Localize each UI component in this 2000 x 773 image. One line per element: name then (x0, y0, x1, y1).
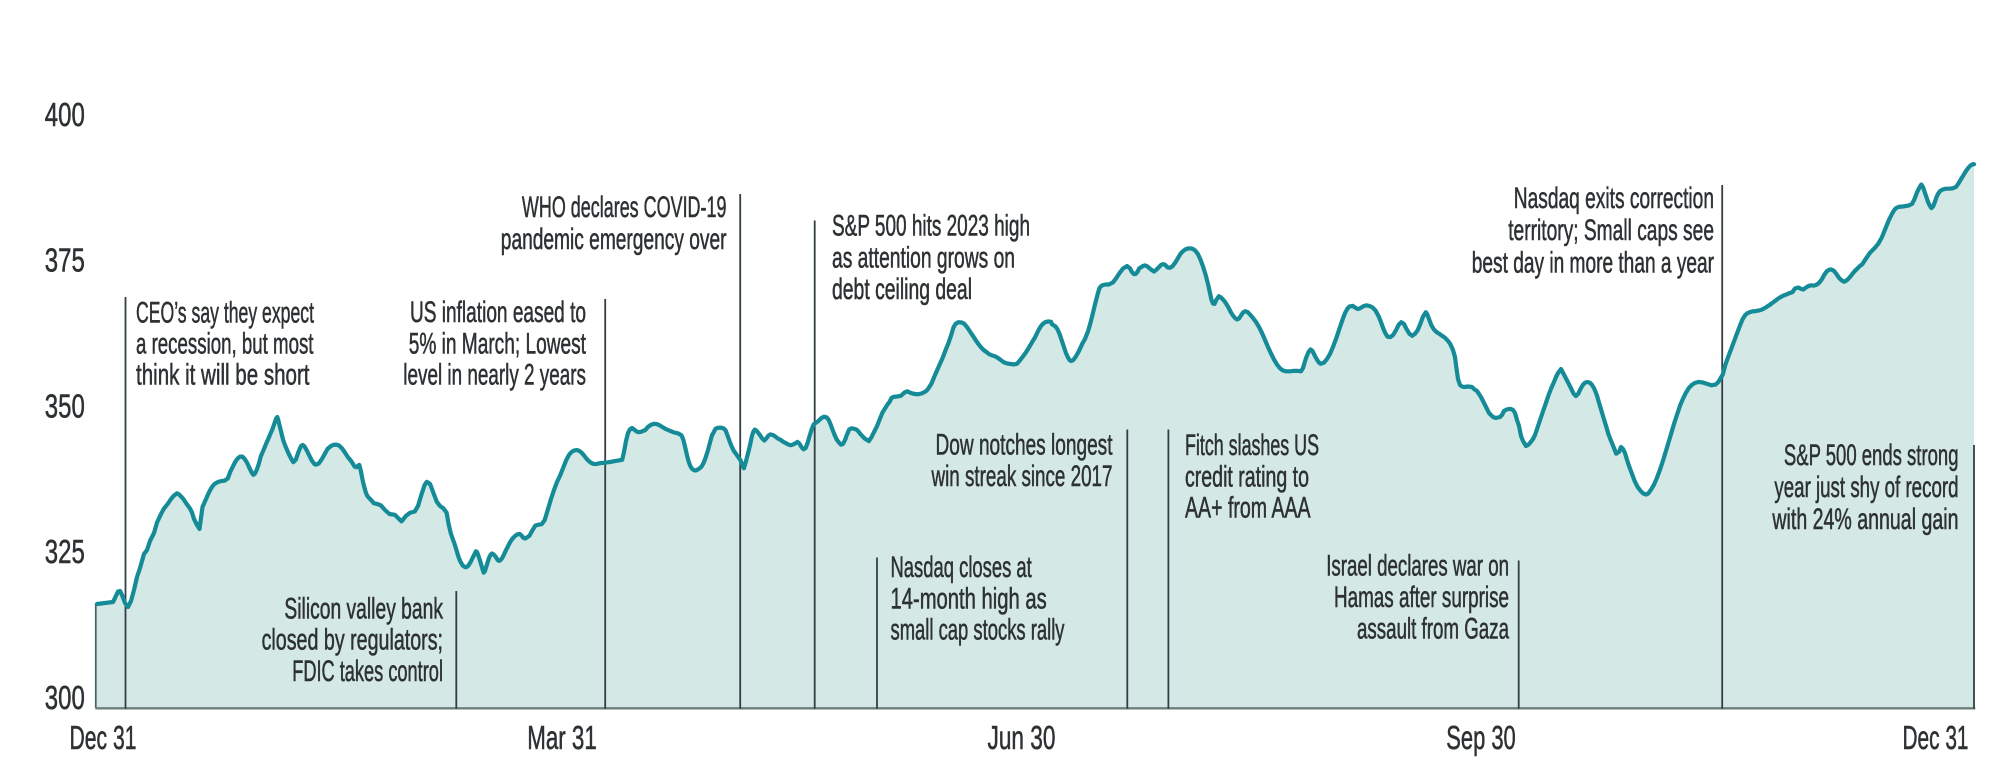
svg-text:Hamas after surprise: Hamas after surprise (1334, 581, 1509, 614)
svg-text:a recession, but most: a recession, but most (136, 328, 314, 361)
svg-text:325: 325 (45, 533, 85, 570)
svg-text:with 24% annual gain: with 24% annual gain (1772, 503, 1959, 536)
svg-text:debt ceiling deal: debt ceiling deal (832, 273, 972, 306)
svg-text:as attention grows on: as attention grows on (832, 242, 1015, 275)
svg-text:closed by regulators;: closed by regulators; (262, 624, 443, 657)
svg-text:level in nearly 2 years: level in nearly 2 years (403, 359, 586, 392)
svg-text:US inflation eased to: US inflation eased to (410, 296, 586, 329)
svg-text:best day in more than a year: best day in more than a year (1472, 246, 1714, 279)
svg-text:Dow notches longest: Dow notches longest (936, 429, 1113, 462)
svg-text:Jun 30: Jun 30 (988, 719, 1056, 756)
svg-text:300: 300 (45, 679, 85, 716)
svg-text:credit rating to: credit rating to (1185, 460, 1309, 493)
svg-text:Silicon valley bank: Silicon valley bank (284, 592, 443, 625)
svg-text:Sep 30: Sep 30 (1446, 719, 1516, 756)
svg-text:5% in March; Lowest: 5% in March; Lowest (409, 327, 586, 360)
svg-text:S&P 500 hits 2023 high: S&P 500 hits 2023 high (832, 210, 1030, 243)
svg-text:400: 400 (45, 96, 85, 133)
svg-text:small cap stocks rally: small cap stocks rally (891, 614, 1065, 647)
svg-text:Nasdaq exits correction: Nasdaq exits correction (1514, 182, 1714, 215)
svg-text:Dec 31: Dec 31 (1903, 719, 1969, 756)
svg-text:think it will be short: think it will be short (136, 359, 310, 392)
svg-text:win streak since 2017: win streak since 2017 (931, 460, 1113, 493)
svg-text:WHO declares COVID-19: WHO declares COVID-19 (522, 191, 727, 224)
svg-text:S&P 500 ends strong: S&P 500 ends strong (1784, 439, 1959, 472)
svg-text:Dec 31: Dec 31 (70, 719, 137, 756)
svg-text:territory; Small caps see: territory; Small caps see (1508, 214, 1714, 247)
svg-text:pandemic emergency over: pandemic emergency over (501, 223, 727, 256)
svg-text:Israel declares war on: Israel declares war on (1326, 550, 1509, 583)
svg-text:Mar 31: Mar 31 (527, 719, 597, 756)
svg-text:FDIC takes control: FDIC takes control (292, 655, 443, 688)
svg-text:Nasdaq closes at: Nasdaq closes at (891, 551, 1032, 584)
svg-text:350: 350 (45, 387, 85, 424)
svg-text:375: 375 (45, 242, 85, 279)
svg-text:CEO’s say they expect: CEO’s say they expect (136, 296, 314, 329)
svg-text:assault from Gaza: assault from Gaza (1357, 613, 1509, 646)
svg-text:year just shy of record: year just shy of record (1774, 471, 1958, 504)
svg-text:AA+ from AAA: AA+ from AAA (1185, 492, 1311, 525)
svg-text:Fitch slashes US: Fitch slashes US (1185, 429, 1319, 462)
svg-text:14-month high as: 14-month high as (891, 582, 1047, 615)
